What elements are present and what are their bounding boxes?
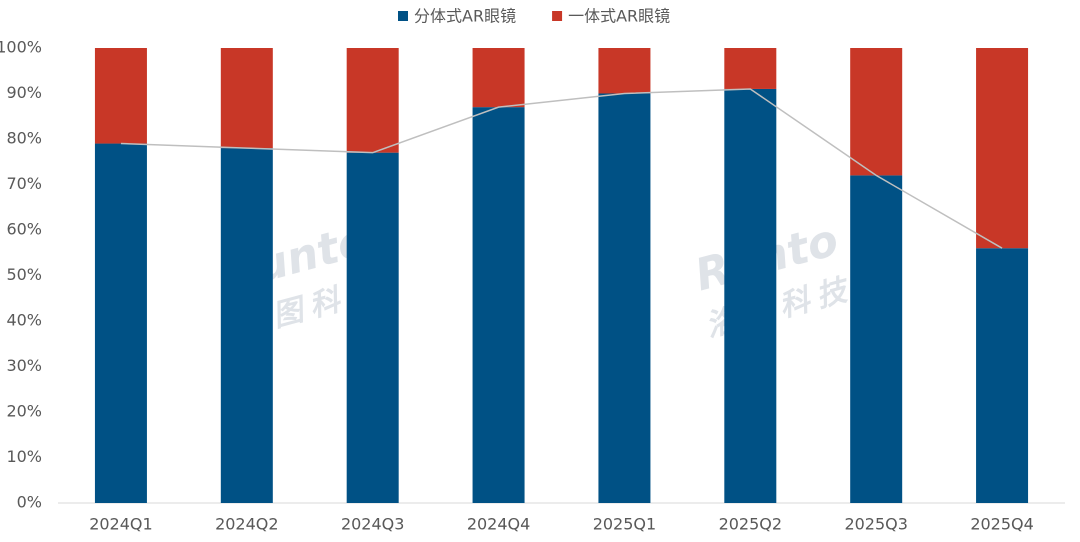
bar-segment (976, 48, 1029, 249)
x-tick-label: 2024Q3 (341, 515, 405, 534)
trend-line (120, 88, 1003, 249)
bar-segment (976, 248, 1029, 503)
x-tick-label: 2024Q1 (89, 515, 153, 534)
bar-segment (220, 148, 273, 503)
y-tick-label: 20% (6, 402, 42, 421)
y-tick-label: 0% (17, 493, 42, 512)
bar-segment (94, 143, 147, 504)
bar-segment (346, 152, 399, 503)
bar-segment (94, 48, 147, 144)
bar-segment (850, 48, 903, 176)
x-tick-label: 2025Q2 (719, 515, 783, 534)
legend-swatch (398, 11, 408, 21)
y-tick-label: 60% (6, 220, 42, 239)
legend-swatch (552, 11, 563, 21)
x-tick-label: 2024Q2 (215, 515, 279, 534)
y-tick-label: 100% (0, 38, 42, 57)
bar-segment (850, 175, 903, 503)
x-tick-label: 2025Q3 (844, 515, 908, 534)
bar-segment (598, 93, 651, 503)
legend-label: 分体式AR眼镜 (414, 7, 516, 26)
y-tick-label: 80% (6, 129, 42, 148)
y-tick-label: 40% (6, 311, 42, 330)
bar-segment (598, 48, 651, 94)
y-tick-label: 10% (6, 447, 42, 466)
y-tick-label: 90% (6, 83, 42, 102)
x-tick-label: 2025Q4 (970, 515, 1034, 534)
bar-segment (472, 107, 525, 504)
bar-segment (724, 88, 777, 503)
legend-label: 一体式AR眼镜 (568, 7, 670, 26)
y-tick-label: 50% (6, 265, 42, 284)
bar-segment (220, 48, 273, 149)
y-tick-label: 70% (6, 174, 42, 193)
bar-segment (346, 48, 399, 153)
x-tick-label: 2025Q1 (593, 515, 657, 534)
x-tick-label: 2024Q4 (467, 515, 531, 534)
bar-segment (724, 48, 777, 89)
bar-segment (472, 48, 525, 108)
y-tick-label: 30% (6, 356, 42, 375)
